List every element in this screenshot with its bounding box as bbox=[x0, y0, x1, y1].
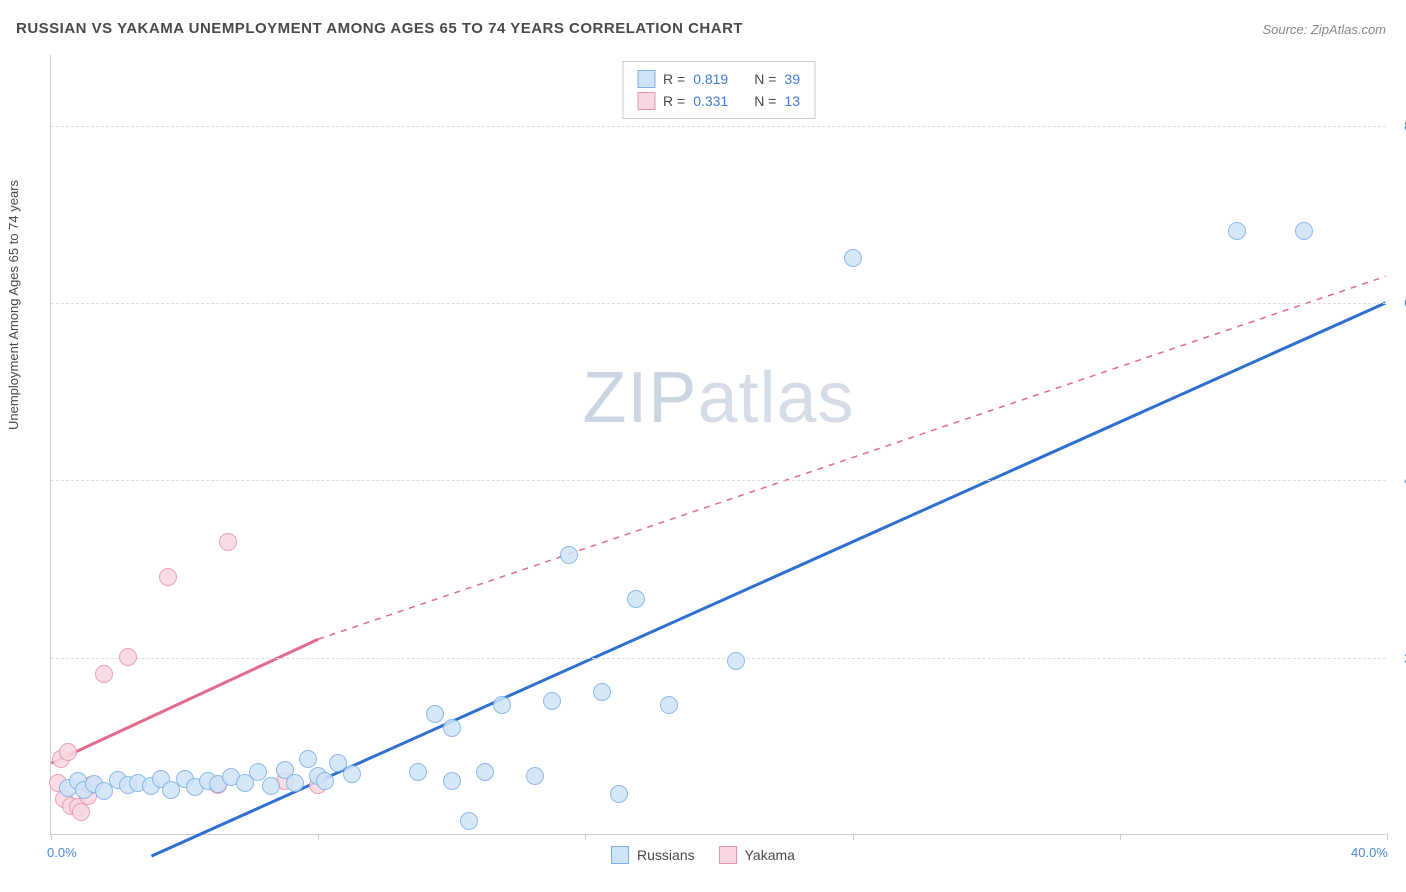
data-point-russians bbox=[262, 777, 280, 795]
data-point-russians bbox=[727, 652, 745, 670]
x-tick bbox=[51, 834, 52, 840]
data-point-russians bbox=[426, 705, 444, 723]
source-label: Source: ZipAtlas.com bbox=[1262, 22, 1386, 37]
data-point-russians bbox=[460, 812, 478, 830]
r-label: R = bbox=[663, 93, 685, 109]
data-point-yakama bbox=[219, 533, 237, 551]
y-tick-label: 40.0% bbox=[1391, 473, 1406, 488]
data-point-russians bbox=[443, 719, 461, 737]
data-point-russians bbox=[476, 763, 494, 781]
x-tick bbox=[853, 834, 854, 840]
plot-area: ZIPatlas R = 0.819 N = 39 R = 0.331 N = … bbox=[50, 55, 1386, 835]
data-point-russians bbox=[610, 785, 628, 803]
data-point-yakama bbox=[72, 803, 90, 821]
data-point-yakama bbox=[59, 743, 77, 761]
regression-line bbox=[318, 276, 1385, 639]
x-tick bbox=[1387, 834, 1388, 840]
data-point-russians bbox=[409, 763, 427, 781]
n-label: N = bbox=[754, 93, 776, 109]
r-value: 0.819 bbox=[693, 71, 728, 87]
data-point-yakama bbox=[159, 568, 177, 586]
y-tick-label: 60.0% bbox=[1391, 296, 1406, 311]
x-tick bbox=[585, 834, 586, 840]
x-tick bbox=[1120, 834, 1121, 840]
data-point-russians bbox=[493, 696, 511, 714]
legend-swatch-russians bbox=[611, 846, 629, 864]
data-point-russians bbox=[593, 683, 611, 701]
legend-stats: R = 0.819 N = 39 R = 0.331 N = 13 bbox=[622, 61, 815, 119]
data-point-russians bbox=[560, 546, 578, 564]
legend-swatch-yakama bbox=[719, 846, 737, 864]
correlation-chart: RUSSIAN VS YAKAMA UNEMPLOYMENT AMONG AGE… bbox=[0, 0, 1406, 892]
data-point-russians bbox=[526, 767, 544, 785]
data-point-yakama bbox=[119, 648, 137, 666]
r-value: 0.331 bbox=[693, 93, 728, 109]
n-label: N = bbox=[754, 71, 776, 87]
y-axis-label: Unemployment Among Ages 65 to 74 years bbox=[6, 180, 21, 430]
data-point-russians bbox=[286, 774, 304, 792]
data-point-russians bbox=[1228, 222, 1246, 240]
legend-swatch-russians bbox=[637, 70, 655, 88]
x-tick-label: 0.0% bbox=[47, 845, 77, 860]
gridline-horizontal bbox=[51, 303, 1386, 304]
n-value: 13 bbox=[784, 93, 800, 109]
data-point-russians bbox=[1295, 222, 1313, 240]
y-tick-label: 80.0% bbox=[1391, 118, 1406, 133]
data-point-russians bbox=[343, 765, 361, 783]
n-value: 39 bbox=[784, 71, 800, 87]
data-point-yakama bbox=[95, 665, 113, 683]
legend-label: Yakama bbox=[745, 847, 795, 863]
regression-line bbox=[151, 303, 1385, 856]
data-point-russians bbox=[316, 772, 334, 790]
data-point-russians bbox=[660, 696, 678, 714]
legend-stats-row: R = 0.331 N = 13 bbox=[637, 90, 800, 112]
legend-item-yakama: Yakama bbox=[719, 846, 795, 864]
gridline-horizontal bbox=[51, 658, 1386, 659]
chart-title: RUSSIAN VS YAKAMA UNEMPLOYMENT AMONG AGE… bbox=[16, 20, 743, 37]
legend-stats-row: R = 0.819 N = 39 bbox=[637, 68, 800, 90]
data-point-russians bbox=[543, 692, 561, 710]
regression-lines-layer bbox=[51, 55, 1386, 834]
data-point-russians bbox=[249, 763, 267, 781]
x-tick-label: 40.0% bbox=[1351, 845, 1388, 860]
legend-series: Russians Yakama bbox=[611, 846, 795, 864]
data-point-russians bbox=[627, 590, 645, 608]
r-label: R = bbox=[663, 71, 685, 87]
data-point-russians bbox=[443, 772, 461, 790]
data-point-russians bbox=[299, 750, 317, 768]
data-point-russians bbox=[844, 249, 862, 267]
legend-item-russians: Russians bbox=[611, 846, 695, 864]
y-tick-label: 20.0% bbox=[1391, 650, 1406, 665]
gridline-horizontal bbox=[51, 480, 1386, 481]
gridline-horizontal bbox=[51, 126, 1386, 127]
legend-swatch-yakama bbox=[637, 92, 655, 110]
x-tick bbox=[318, 834, 319, 840]
legend-label: Russians bbox=[637, 847, 695, 863]
